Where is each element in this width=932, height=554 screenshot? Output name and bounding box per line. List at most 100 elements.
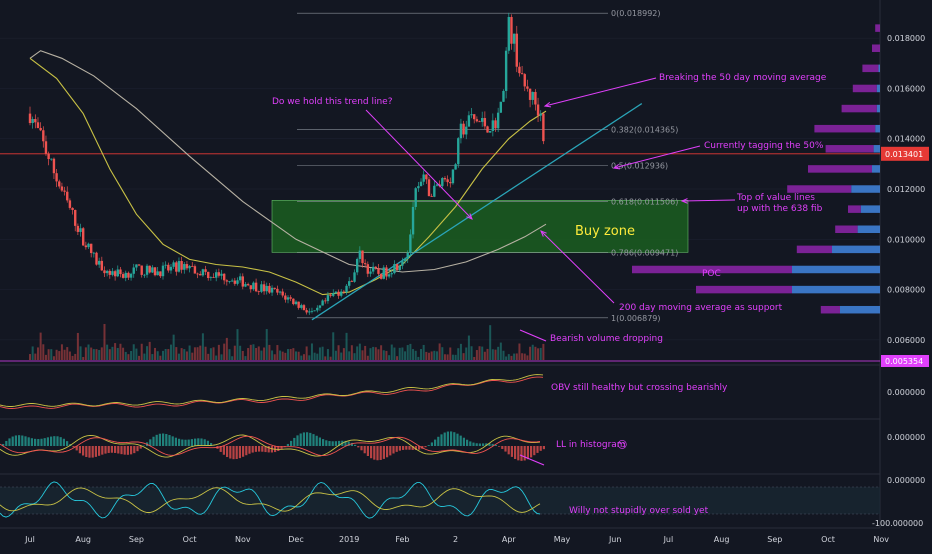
candle-body-up [540, 114, 542, 116]
volume-bar [303, 354, 305, 360]
candle-body-up [433, 186, 435, 197]
candle-body-down [462, 124, 464, 135]
price-tick-label: 0.010000 [887, 235, 925, 244]
price-tick-label: 0.016000 [887, 84, 925, 93]
candle-body-down [446, 179, 448, 182]
macd-histogram-bar [450, 431, 452, 446]
candle-body-up [353, 272, 355, 281]
candle-body-down [53, 159, 55, 173]
volume-bar [516, 353, 518, 360]
macd-histogram-bar [389, 446, 391, 455]
candle-body-up [505, 51, 507, 91]
volume-bar [127, 354, 129, 360]
macd-histogram-bar [136, 446, 138, 451]
macd-histogram-bar [463, 438, 465, 446]
ll-histogram-label: LL in histogram [556, 440, 626, 450]
volume-bar [207, 354, 209, 360]
candle-body-down [226, 280, 228, 281]
candle-body-up [313, 310, 315, 311]
macd-histogram-bar [184, 440, 186, 446]
macd-histogram-bar [31, 438, 33, 446]
macd-histogram-bar [191, 439, 193, 446]
volume-bar [425, 352, 427, 360]
candle-body-up [513, 34, 515, 44]
willy-label: Willy not stupidly over sold yet [569, 506, 709, 516]
candle-body-down [476, 119, 478, 121]
time-tick-label: Apr [502, 535, 517, 544]
candle-body-up [252, 283, 254, 290]
volume-bar [481, 347, 483, 360]
volume-bar [399, 348, 401, 360]
candle-body-up [321, 300, 323, 305]
volume-bar [380, 345, 382, 360]
macd-histogram-bar [392, 446, 394, 454]
volume-bar [524, 354, 526, 360]
volume-bar [391, 345, 393, 360]
volume-profile-up-bar [877, 85, 880, 93]
macd-histogram-bar [236, 446, 238, 459]
volume-bar [135, 349, 137, 360]
volume-bar [173, 335, 175, 360]
macd-histogram-bar [162, 433, 164, 446]
volume-bar [319, 347, 321, 360]
volume-bar [170, 345, 172, 360]
time-tick-label: Aug [75, 535, 91, 544]
volume-bar [521, 353, 523, 360]
macd-histogram-bar [194, 439, 196, 446]
candle-body-up [215, 272, 217, 278]
time-tick-label: Dec [288, 535, 303, 544]
volume-bar [98, 350, 100, 360]
volume-bar [447, 354, 449, 360]
volume-bar [77, 333, 79, 360]
volume-bar [300, 356, 302, 360]
volume-bar [146, 346, 148, 360]
macd-histogram-bar [498, 446, 500, 447]
candle-body-down [297, 302, 299, 308]
volume-bar [473, 357, 475, 360]
candle-body-down [199, 274, 201, 275]
candle-body-up [356, 259, 358, 272]
candle-body-up [188, 266, 190, 268]
time-tick-label: 2 [453, 535, 458, 544]
volume-bar [444, 354, 446, 360]
macd-histogram-bar [402, 446, 404, 450]
candle-body-down [250, 285, 252, 289]
poc-label: POC [702, 269, 721, 279]
candle-body-up [202, 269, 204, 275]
macd-histogram-bar [466, 440, 468, 446]
volume-profile-down-bar [835, 226, 857, 234]
volume-bar [202, 333, 204, 360]
macd-histogram-bar [527, 446, 529, 459]
candle-body-down [69, 200, 71, 208]
candle-body-up [417, 186, 419, 188]
volume-bar [340, 353, 342, 360]
volume-bar [223, 344, 225, 360]
volume-bar [178, 354, 180, 360]
macd-histogram-bar [460, 436, 462, 446]
macd-histogram-bar [424, 446, 426, 447]
volume-bar [423, 345, 425, 360]
macd-histogram-bar [540, 446, 542, 451]
candle-body-up [295, 302, 297, 304]
candle-body-down [191, 266, 193, 267]
volume-bar [449, 347, 451, 360]
time-tick-label: Jul [24, 535, 35, 544]
ma200-support-label: 200 day moving average as support [619, 303, 783, 313]
candle-body-down [119, 269, 121, 274]
volume-profile-up-bar [861, 205, 880, 213]
time-tick-label: Sep [767, 535, 782, 544]
candle-body-up [266, 286, 268, 291]
candle-body-up [470, 114, 472, 115]
candle-body-up [79, 228, 81, 232]
candle-body-down [375, 267, 377, 268]
candle-body-down [58, 181, 60, 186]
volume-bar [274, 354, 276, 360]
volume-bar [415, 351, 417, 360]
volume-bar [489, 325, 491, 360]
macd-histogram-bar [117, 446, 119, 453]
volume-bar [205, 347, 207, 360]
candle-body-up [468, 115, 470, 126]
candle-body-up [135, 264, 137, 267]
candle-body-down [186, 264, 188, 268]
